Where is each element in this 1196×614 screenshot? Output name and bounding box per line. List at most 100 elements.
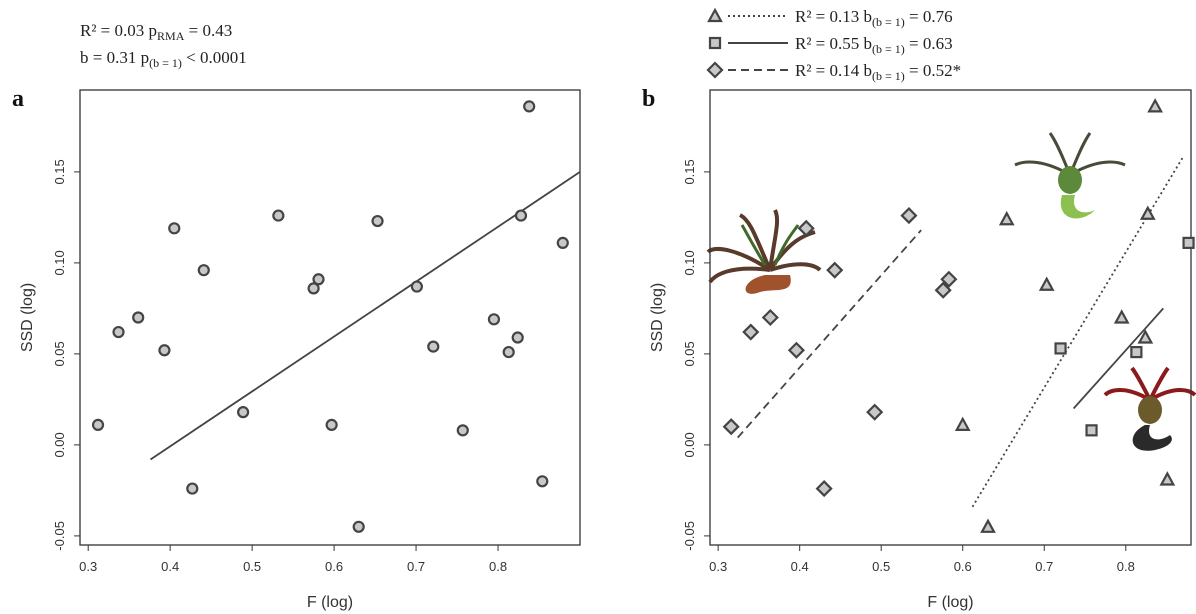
y-tick-label: 0.10 <box>682 250 697 275</box>
text-part: R² = 0.14 b <box>795 61 872 80</box>
text-part: b = 0.31 p <box>80 48 149 67</box>
y-tick-label: -0.05 <box>682 521 697 551</box>
annotation: R² = 0.03 pRMA = 0.43 <box>80 21 232 43</box>
y-tick-label: 0.15 <box>682 159 697 184</box>
legend-entry: R² = 0.14 b(b = 1) = 0.52* <box>795 61 961 83</box>
point <box>352 520 365 533</box>
point <box>866 403 884 421</box>
x-axis-label: F (log) <box>927 594 973 611</box>
subscript: (b = 1) <box>149 56 182 70</box>
point <box>1159 471 1176 486</box>
point <box>1038 276 1055 291</box>
fit-line <box>737 229 922 439</box>
point <box>940 270 958 288</box>
y-tick-label: 0.05 <box>52 341 67 366</box>
x-tick-label: 0.5 <box>872 559 890 574</box>
legend-marker <box>707 7 723 23</box>
point <box>536 475 549 488</box>
annotation: b = 0.31 p(b = 1) < 0.0001 <box>80 48 247 70</box>
legend-entry: R² = 0.13 b(b = 1) = 0.76 <box>795 7 953 29</box>
point <box>186 482 199 495</box>
y-tick-label: 0.00 <box>682 432 697 457</box>
text-part: < 0.0001 <box>182 48 247 67</box>
point <box>1130 345 1143 359</box>
point <box>934 281 952 299</box>
point <box>371 214 384 228</box>
point <box>1085 424 1098 437</box>
fit-line <box>149 171 581 461</box>
text-part: = 0.76 <box>905 7 953 26</box>
fit-line <box>1072 307 1164 410</box>
plant-icon <box>706 209 822 294</box>
x-tick-label: 0.4 <box>161 559 179 574</box>
point <box>511 331 524 344</box>
point <box>1139 205 1156 220</box>
point <box>826 261 844 279</box>
point <box>237 406 250 419</box>
point <box>980 518 996 533</box>
text-part: = 0.43 <box>184 21 232 40</box>
y-tick-label: -0.05 <box>52 521 67 551</box>
point <box>91 418 105 431</box>
point <box>325 418 338 431</box>
point <box>487 313 501 326</box>
point <box>427 340 440 353</box>
x-tick-label: 0.7 <box>407 559 425 574</box>
subscript: (b = 1) <box>872 69 905 83</box>
point <box>998 210 1015 226</box>
point <box>307 282 320 295</box>
subscript: (b = 1) <box>872 15 905 29</box>
point <box>132 311 145 324</box>
text-part: R² = 0.55 b <box>795 34 872 53</box>
x-tick-label: 0.5 <box>243 559 261 574</box>
point <box>514 209 528 222</box>
text-part: R² = 0.03 p <box>80 21 157 40</box>
y-tick-label: 0.10 <box>52 250 67 275</box>
text-part: = 0.63 <box>905 34 953 53</box>
subscript: (b = 1) <box>872 42 905 56</box>
y-tick-label: 0.00 <box>52 432 67 457</box>
x-axis-label: F (log) <box>307 594 353 611</box>
point <box>954 416 971 431</box>
point <box>312 273 325 286</box>
x-tick-label: 0.6 <box>954 559 972 574</box>
fit-line <box>971 156 1184 508</box>
point <box>1137 329 1154 344</box>
panel-label: a <box>12 86 24 112</box>
plot-frame <box>79 89 581 546</box>
legend-entry: R² = 0.55 b(b = 1) = 0.63 <box>795 34 953 56</box>
legend-marker <box>706 61 724 79</box>
point <box>112 325 125 339</box>
text-part: = 0.52* <box>905 61 961 80</box>
point <box>197 264 210 277</box>
x-tick-label: 0.4 <box>791 559 809 574</box>
x-tick-label: 0.8 <box>1117 559 1135 574</box>
point <box>272 209 285 222</box>
point <box>502 345 515 359</box>
point <box>1054 342 1067 355</box>
point <box>1113 309 1130 324</box>
x-tick-label: 0.8 <box>489 559 507 574</box>
point <box>410 280 423 293</box>
plant-icon <box>1103 366 1196 451</box>
x-tick-label: 0.6 <box>325 559 343 574</box>
text-part: R² = 0.13 b <box>795 7 872 26</box>
panel: b 0.3 0.4 0.5 0.6 0.7 0.8 -0.05 0.00 0.05 0.10 0.15… <box>642 7 1195 611</box>
point <box>722 418 740 436</box>
point <box>158 344 171 357</box>
x-tick-label: 0.3 <box>709 559 727 574</box>
point <box>761 308 779 327</box>
point <box>900 207 918 225</box>
point <box>523 100 536 113</box>
panel-label: b <box>642 86 655 112</box>
plant-icon <box>1014 132 1126 219</box>
x-tick-label: 0.7 <box>1035 559 1053 574</box>
y-tick-label: 0.05 <box>682 341 697 366</box>
x-tick-label: 0.3 <box>79 559 97 574</box>
legend-marker <box>708 36 722 50</box>
point <box>456 424 469 437</box>
point <box>815 480 833 498</box>
point <box>787 341 805 359</box>
point <box>742 323 760 341</box>
